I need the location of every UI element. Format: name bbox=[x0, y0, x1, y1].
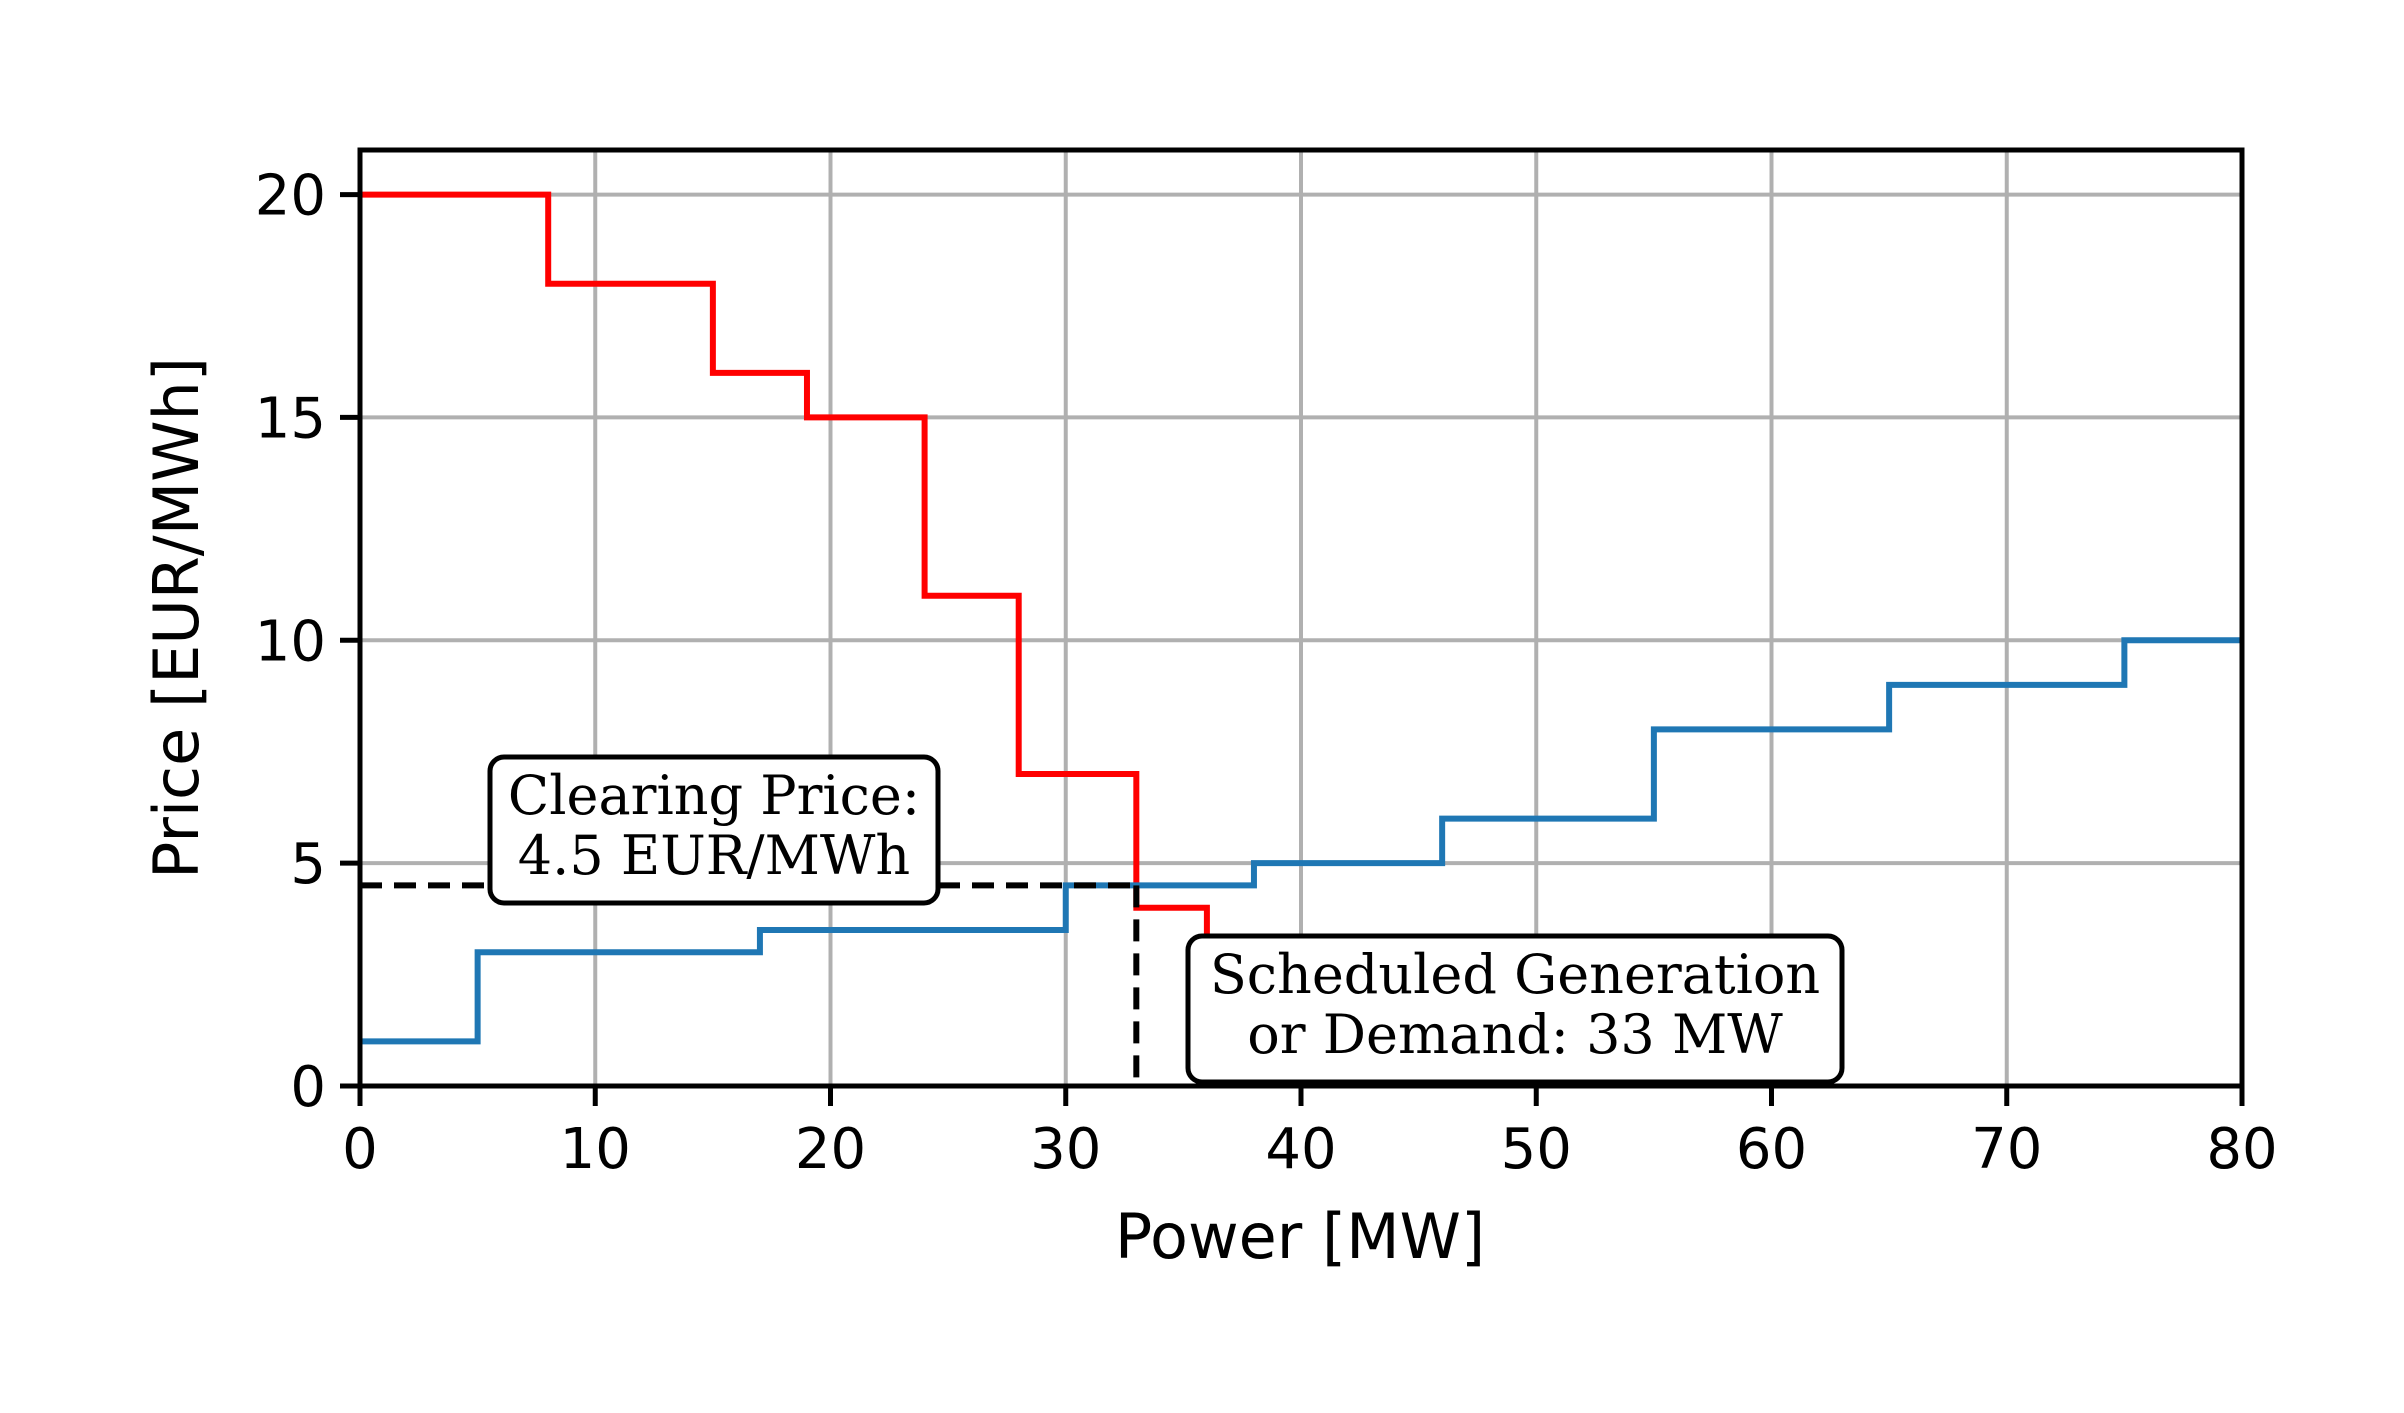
y-tick-label: 10 bbox=[255, 609, 326, 674]
x-tick-label: 50 bbox=[1501, 1117, 1572, 1182]
series-line-0 bbox=[360, 191, 1210, 953]
y-tick-label: 0 bbox=[290, 1055, 326, 1120]
annotation-line-1: Clearing Price: bbox=[508, 764, 920, 827]
series-line-1 bbox=[360, 637, 2242, 1045]
x-tick-label: 10 bbox=[560, 1117, 631, 1182]
x-tick-label: 0 bbox=[342, 1117, 378, 1182]
x-tick-label: 60 bbox=[1736, 1117, 1807, 1182]
annotation-line-2: or Demand: 33 MW bbox=[1247, 1003, 1783, 1066]
axis-ticks: 0 10 20 30 40 50 60 70 80 0 5 10 15 20 bbox=[255, 164, 2278, 1182]
x-tick-label: 80 bbox=[2206, 1117, 2277, 1182]
y-axis-label: Price [EUR/MWh] bbox=[140, 357, 213, 879]
annotation-line-1: Scheduled Generation bbox=[1210, 943, 1820, 1006]
y-tick-label: 20 bbox=[255, 164, 326, 229]
annotation-price: Clearing Price:4.5 EUR/MWh bbox=[487, 754, 941, 906]
x-axis-label: Power [MW] bbox=[1115, 1200, 1485, 1273]
y-tick-label: 15 bbox=[255, 386, 326, 451]
x-tick-label: 30 bbox=[1030, 1117, 1101, 1182]
x-tick-label: 40 bbox=[1265, 1117, 1336, 1182]
annotation-box bbox=[1185, 933, 1845, 1085]
series-lines bbox=[360, 191, 2242, 1045]
annotation-line-2: 4.5 EUR/MWh bbox=[518, 824, 910, 887]
x-tick-label: 70 bbox=[1971, 1117, 2042, 1182]
y-tick-label: 5 bbox=[290, 832, 326, 897]
annotation-box bbox=[487, 754, 941, 906]
annotations: Clearing Price:4.5 EUR/MWh Scheduled Gene… bbox=[487, 754, 1845, 1085]
x-tick-label: 20 bbox=[795, 1117, 866, 1182]
